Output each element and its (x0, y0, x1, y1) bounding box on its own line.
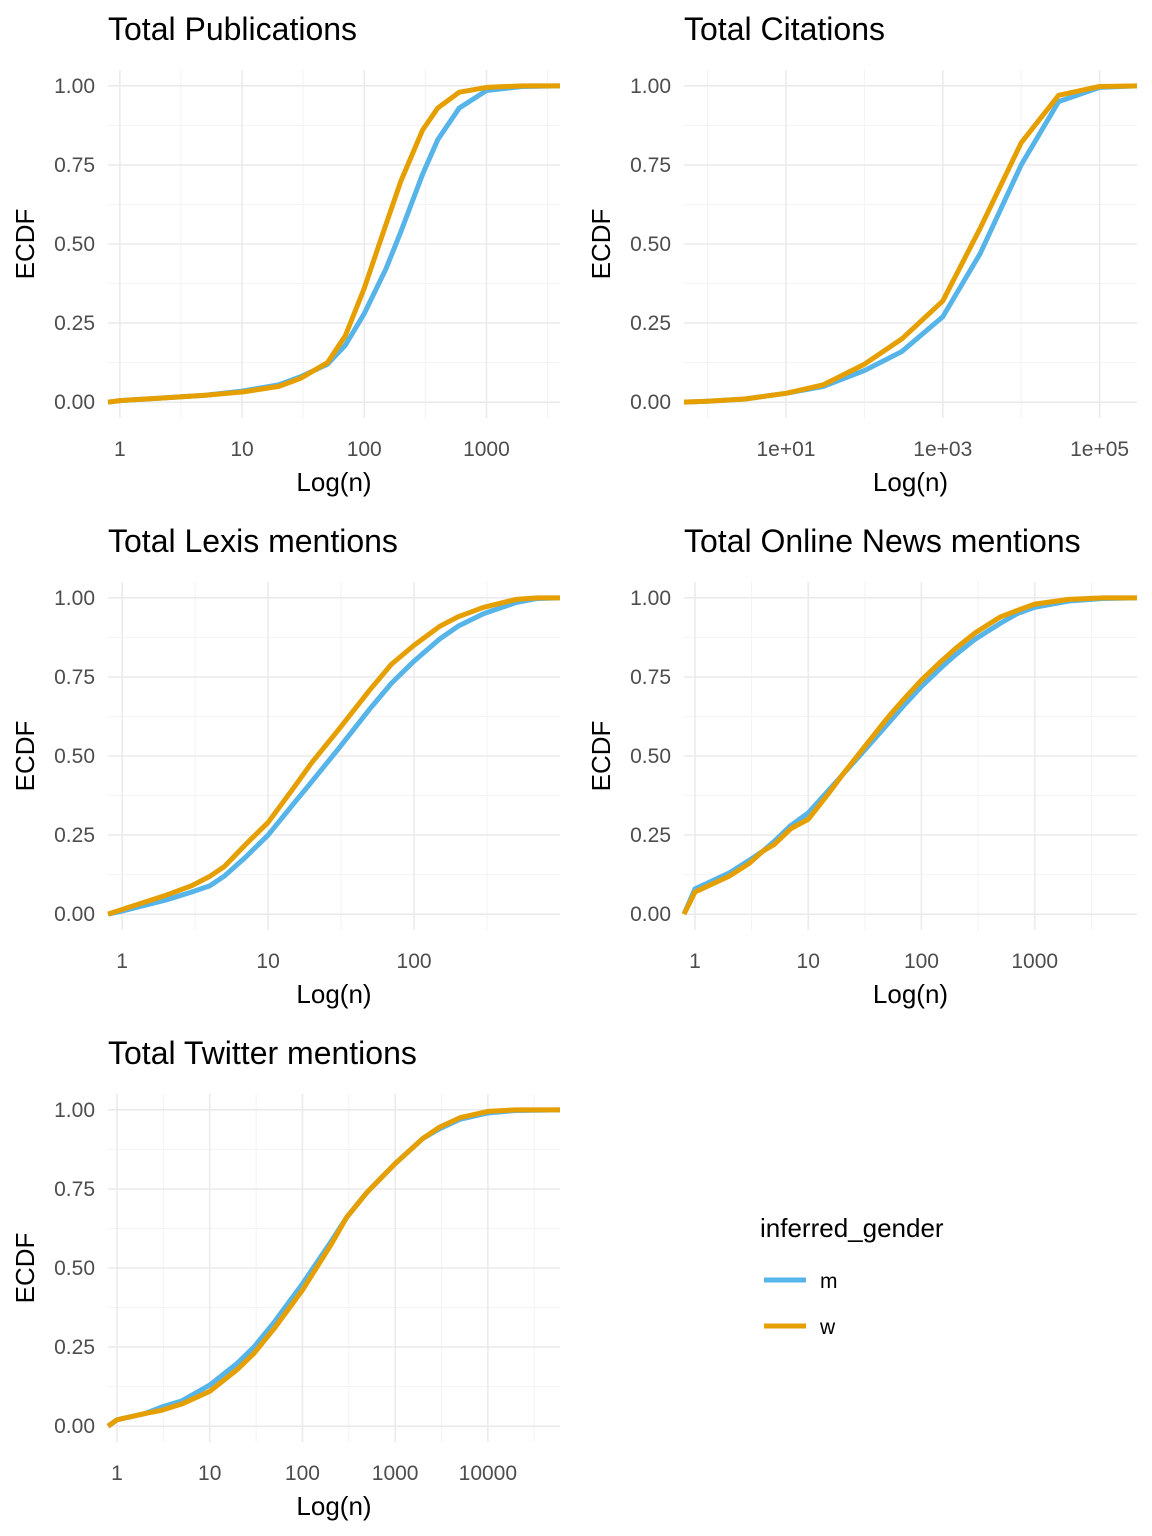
legend-label-w: w (819, 1316, 836, 1339)
grid (108, 70, 560, 418)
x-axis-label: Log(n) (873, 467, 948, 497)
x-tick-label: 1000 (372, 1462, 419, 1485)
grid (684, 582, 1137, 930)
y-tick-label: 0.00 (54, 903, 95, 926)
x-axis-label: Log(n) (296, 467, 371, 497)
chart-title: Total Lexis mentions (108, 523, 398, 559)
x-axis-label: Log(n) (873, 979, 948, 1009)
y-tick-label: 1.00 (54, 587, 95, 610)
x-tick-label: 1e+05 (1070, 438, 1129, 461)
x-tick-label: 100 (285, 1462, 320, 1485)
x-tick-label: 10 (797, 950, 820, 973)
x-tick-label: 1e+03 (913, 438, 972, 461)
y-tick-label: 1.00 (630, 587, 671, 610)
series-line-m (107, 595, 561, 917)
series-line-w (106, 1107, 560, 1429)
x-tick-label: 1e+01 (757, 438, 816, 461)
y-tick-label: 1.00 (54, 1099, 95, 1122)
x-tick-label: 100 (904, 950, 939, 973)
x-tick-label: 10 (198, 1462, 221, 1485)
grid (108, 1094, 560, 1442)
y-tick-label: 0.00 (630, 903, 671, 926)
y-tick-label: 0.25 (54, 312, 95, 335)
chart-title: Total Publications (108, 11, 357, 47)
series-line-w (683, 83, 1138, 405)
panel-total-twitter-mentions: 0.00 0.25 0.50 0.75 1.00 1 10 100 1000 10000 Total… (10, 1035, 561, 1521)
panel-total-online-news-mentions: 0.00 0.25 0.50 0.75 1.00 1 10 100 1000 Total Onli… (586, 523, 1138, 1009)
x-tick-label: 1 (689, 950, 701, 973)
y-tick-label: 0.75 (54, 154, 95, 177)
y-tick-label: 0.50 (54, 233, 95, 256)
panel-total-publications: 0.00 0.25 0.50 0.75 1.00 1 10 100 1000 Total Publ… (10, 11, 561, 497)
panel-total-lexis-mentions: 0.00 0.25 0.50 0.75 1.00 1 10 100 Total Lexis me… (10, 523, 561, 1009)
series-line-w (107, 83, 560, 405)
chart-title: Total Online News mentions (684, 523, 1081, 559)
grid (684, 70, 1137, 418)
panel-total-citations: 0.00 0.25 0.50 0.75 1.00 1e+01 1e+03 1e+05 Total… (586, 11, 1138, 497)
x-tick-label: 10000 (459, 1462, 517, 1485)
y-axis-label: ECDF (10, 721, 40, 792)
x-tick-label: 100 (347, 438, 382, 461)
y-tick-label: 1.00 (54, 75, 95, 98)
y-axis-label: ECDF (586, 721, 616, 792)
y-tick-label: 0.25 (54, 1336, 95, 1359)
x-axis-label: Log(n) (296, 1491, 371, 1521)
series-line-w (107, 595, 560, 917)
x-tick-label: 1 (114, 438, 126, 461)
y-tick-label: 0.50 (54, 1257, 95, 1280)
y-tick-label: 0.50 (630, 233, 671, 256)
x-tick-label: 1000 (463, 438, 510, 461)
x-tick-label: 1 (116, 950, 128, 973)
y-tick-label: 0.75 (54, 1178, 95, 1201)
y-tick-label: 0.50 (630, 745, 671, 768)
y-tick-label: 0.00 (54, 391, 95, 414)
grid (108, 582, 560, 930)
chart-title: Total Citations (684, 11, 885, 47)
y-tick-label: 0.75 (54, 666, 95, 689)
x-tick-label: 10 (230, 438, 253, 461)
x-axis-label: Log(n) (296, 979, 371, 1009)
y-tick-label: 0.75 (630, 154, 671, 177)
x-tick-label: 10 (256, 950, 279, 973)
series-line-w (681, 595, 1137, 916)
legend-title: inferred_gender (760, 1213, 944, 1243)
chart-title: Total Twitter mentions (108, 1035, 417, 1071)
y-axis-label: ECDF (10, 1233, 40, 1304)
x-tick-label: 100 (397, 950, 432, 973)
y-tick-label: 0.50 (54, 745, 95, 768)
y-tick-label: 0.00 (54, 1415, 95, 1438)
y-tick-label: 1.00 (630, 75, 671, 98)
y-axis-label: ECDF (10, 209, 40, 280)
legend-label-m: m (820, 1270, 838, 1293)
y-axis-label: ECDF (586, 209, 616, 280)
y-tick-label: 0.25 (54, 824, 95, 847)
y-tick-label: 0.75 (630, 666, 671, 689)
x-tick-label: 1 (111, 1462, 123, 1485)
x-tick-label: 1000 (1011, 950, 1058, 973)
y-tick-label: 0.25 (630, 824, 671, 847)
y-tick-label: 0.25 (630, 312, 671, 335)
y-tick-label: 0.00 (630, 391, 671, 414)
